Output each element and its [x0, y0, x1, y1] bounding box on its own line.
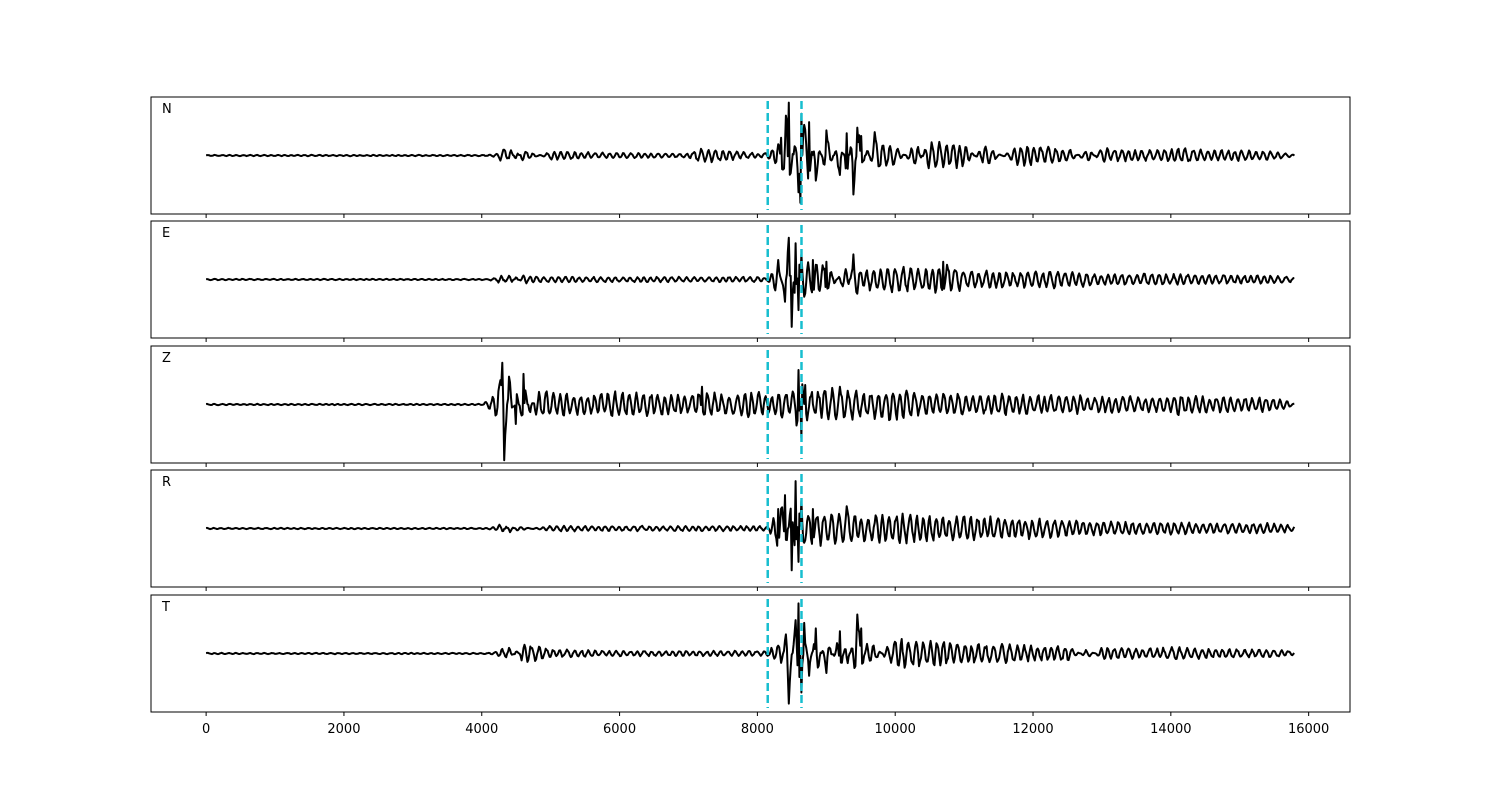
trace-z — [205, 361, 1295, 462]
panel-z: Z — [150, 345, 1351, 467]
trace-t — [205, 602, 1295, 705]
panel-label: R — [162, 475, 171, 490]
panel-frame — [150, 469, 1351, 588]
x-tick-label: 10000 — [875, 722, 916, 737]
panels: N E Z R T — [150, 96, 1351, 716]
panel-frame — [150, 96, 1351, 215]
x-axis: 0 2000 4000 6000 8000 10000 12000 14000 16000 — [202, 722, 1329, 737]
panel-frame — [150, 345, 1351, 464]
panel-t: T — [150, 594, 1351, 716]
trace-r — [205, 480, 1296, 572]
panel-label: Z — [162, 351, 171, 366]
panel-label: N — [162, 102, 172, 117]
trace-e — [206, 236, 1295, 328]
x-tick-label: 0 — [202, 722, 210, 737]
panel-label: E — [162, 226, 170, 241]
x-tick-label: 12000 — [1012, 722, 1053, 737]
x-tick-label: 8000 — [741, 722, 774, 737]
trace-n — [206, 101, 1296, 204]
x-tick-label: 6000 — [603, 722, 636, 737]
panel-e: E — [150, 220, 1351, 342]
x-tick-label: 4000 — [465, 722, 498, 737]
panel-frame — [150, 220, 1351, 339]
x-tick-label: 2000 — [327, 722, 360, 737]
panel-frame — [150, 594, 1351, 713]
x-tick-label: 16000 — [1288, 722, 1329, 737]
panel-label: T — [161, 600, 170, 615]
panel-r: R — [150, 469, 1351, 591]
x-tick-label: 14000 — [1150, 722, 1191, 737]
panel-n: N — [150, 96, 1351, 218]
